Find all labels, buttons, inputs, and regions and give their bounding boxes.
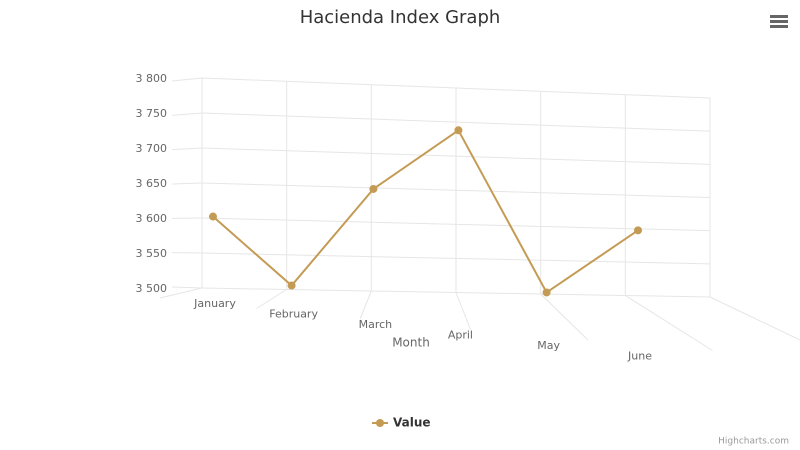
floor-line	[540, 293, 589, 341]
legend-item[interactable]: Value	[372, 416, 431, 430]
menu-bar	[770, 20, 788, 23]
x-tick-label: February	[269, 308, 318, 321]
chart-title: Hacienda Index Graph	[300, 7, 501, 28]
grid-line	[201, 77, 711, 99]
floor-line	[159, 287, 203, 299]
grid-line	[171, 182, 203, 185]
grid-line	[201, 112, 711, 132]
grid-line	[171, 286, 203, 289]
legend-label: Value	[393, 416, 431, 430]
menu-bar	[770, 25, 788, 28]
y-tick-label: 3 500	[136, 282, 168, 295]
menu-bar	[770, 15, 788, 18]
grid-line	[201, 182, 711, 198]
line	[212, 128, 639, 294]
menu-button[interactable]	[770, 15, 788, 28]
y-tick-label: 3 550	[136, 247, 168, 260]
x-tick-label: June	[627, 350, 652, 363]
legend-marker	[376, 419, 384, 427]
point	[209, 212, 217, 221]
grid-line	[171, 112, 203, 116]
y-tick-label: 3 600	[136, 212, 168, 225]
point	[287, 281, 296, 290]
grid-line	[201, 217, 711, 232]
point	[542, 288, 551, 297]
floor-line	[256, 289, 287, 309]
point	[369, 184, 378, 193]
x-tick-label: March	[359, 318, 393, 331]
point	[634, 226, 642, 235]
grid-line	[201, 287, 711, 298]
x-axis-title: Month	[392, 336, 430, 350]
grid-line	[201, 252, 711, 265]
grid-line	[201, 147, 711, 165]
floor-line	[625, 295, 713, 351]
y-tick-label: 3 700	[136, 142, 168, 155]
grid-line	[171, 147, 203, 151]
floor-line	[455, 292, 471, 330]
x-tick-label: April	[448, 329, 473, 342]
point	[454, 126, 463, 135]
x-tick-label: May	[537, 339, 560, 352]
credits: Highcharts.com	[718, 437, 789, 447]
floor-line	[709, 296, 800, 341]
grid-line	[171, 77, 203, 82]
floor-line	[359, 290, 372, 320]
y-tick-label: 3 800	[136, 72, 168, 85]
x-tick-label: January	[193, 297, 236, 310]
y-tick-label: 3 650	[136, 177, 168, 190]
y-tick-label: 3 750	[136, 107, 168, 120]
